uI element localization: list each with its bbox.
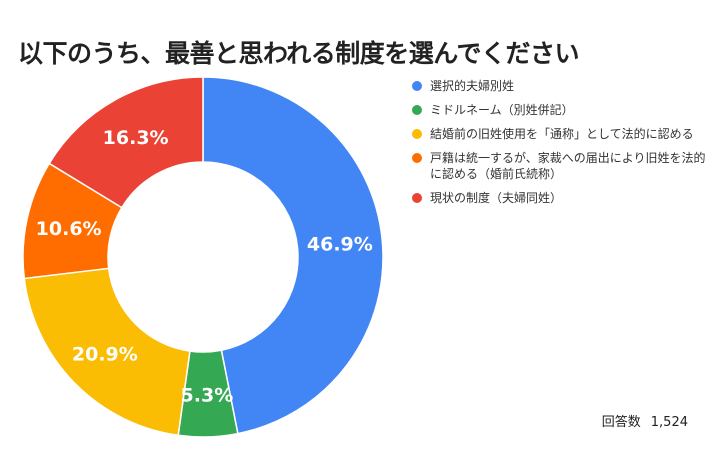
slice-percent-label: 5.3% bbox=[181, 384, 234, 406]
respondent-count-label: 回答数 bbox=[601, 415, 641, 430]
legend-swatch bbox=[412, 193, 422, 203]
legend-swatch bbox=[412, 153, 422, 163]
legend-item-separate-surnames: 選択的夫婦別姓 bbox=[412, 78, 708, 94]
legend-label: 選択的夫婦別姓 bbox=[430, 79, 515, 93]
legend-item-maiden-name-alias: 結婚前の旧姓使用を「通称」として法的に認める bbox=[412, 126, 708, 142]
slice-percent-label: 16.3% bbox=[103, 127, 169, 149]
legend-label: 結婚前の旧姓使用を「通称」として法的に認める bbox=[430, 127, 694, 141]
slice-current-system bbox=[48, 76, 204, 209]
respondent-count: 回答数 1,524 bbox=[602, 411, 688, 430]
slice-separate-surnames bbox=[202, 76, 384, 435]
legend-swatch bbox=[412, 105, 422, 115]
legend-item-current-system: 現状の制度（夫婦同姓） bbox=[412, 190, 708, 206]
legend: 選択的夫婦別姓 ミドルネーム（別姓併記） 結婚前の旧姓使用を「通称」として法的に… bbox=[412, 78, 708, 214]
legend-label: 現状の制度（夫婦同姓） bbox=[430, 191, 563, 205]
legend-swatch bbox=[412, 129, 422, 139]
legend-label: 戸籍は統一するが、家裁への届出により旧姓を法的に認める（婚前氏続称） bbox=[430, 151, 706, 181]
legend-item-middle-name: ミドルネーム（別姓併記） bbox=[412, 102, 708, 118]
slice-percent-label: 10.6% bbox=[36, 218, 102, 240]
respondent-count-value: 1,524 bbox=[650, 415, 688, 430]
donut-chart: 46.9% 5.3% 20.9% 10.6% 16.3% bbox=[22, 76, 384, 438]
slice-percent-label: 46.9% bbox=[307, 234, 373, 256]
legend-item-family-court-notification: 戸籍は統一するが、家裁への届出により旧姓を法的に認める（婚前氏続称） bbox=[412, 150, 708, 182]
slice-maiden-name-alias bbox=[23, 267, 191, 437]
legend-label: ミドルネーム（別姓併記） bbox=[430, 103, 574, 117]
legend-swatch bbox=[412, 81, 422, 91]
slice-percent-label: 20.9% bbox=[72, 343, 138, 365]
chart-title: 以下のうち、最善と思われる制度を選んでください bbox=[18, 39, 580, 68]
